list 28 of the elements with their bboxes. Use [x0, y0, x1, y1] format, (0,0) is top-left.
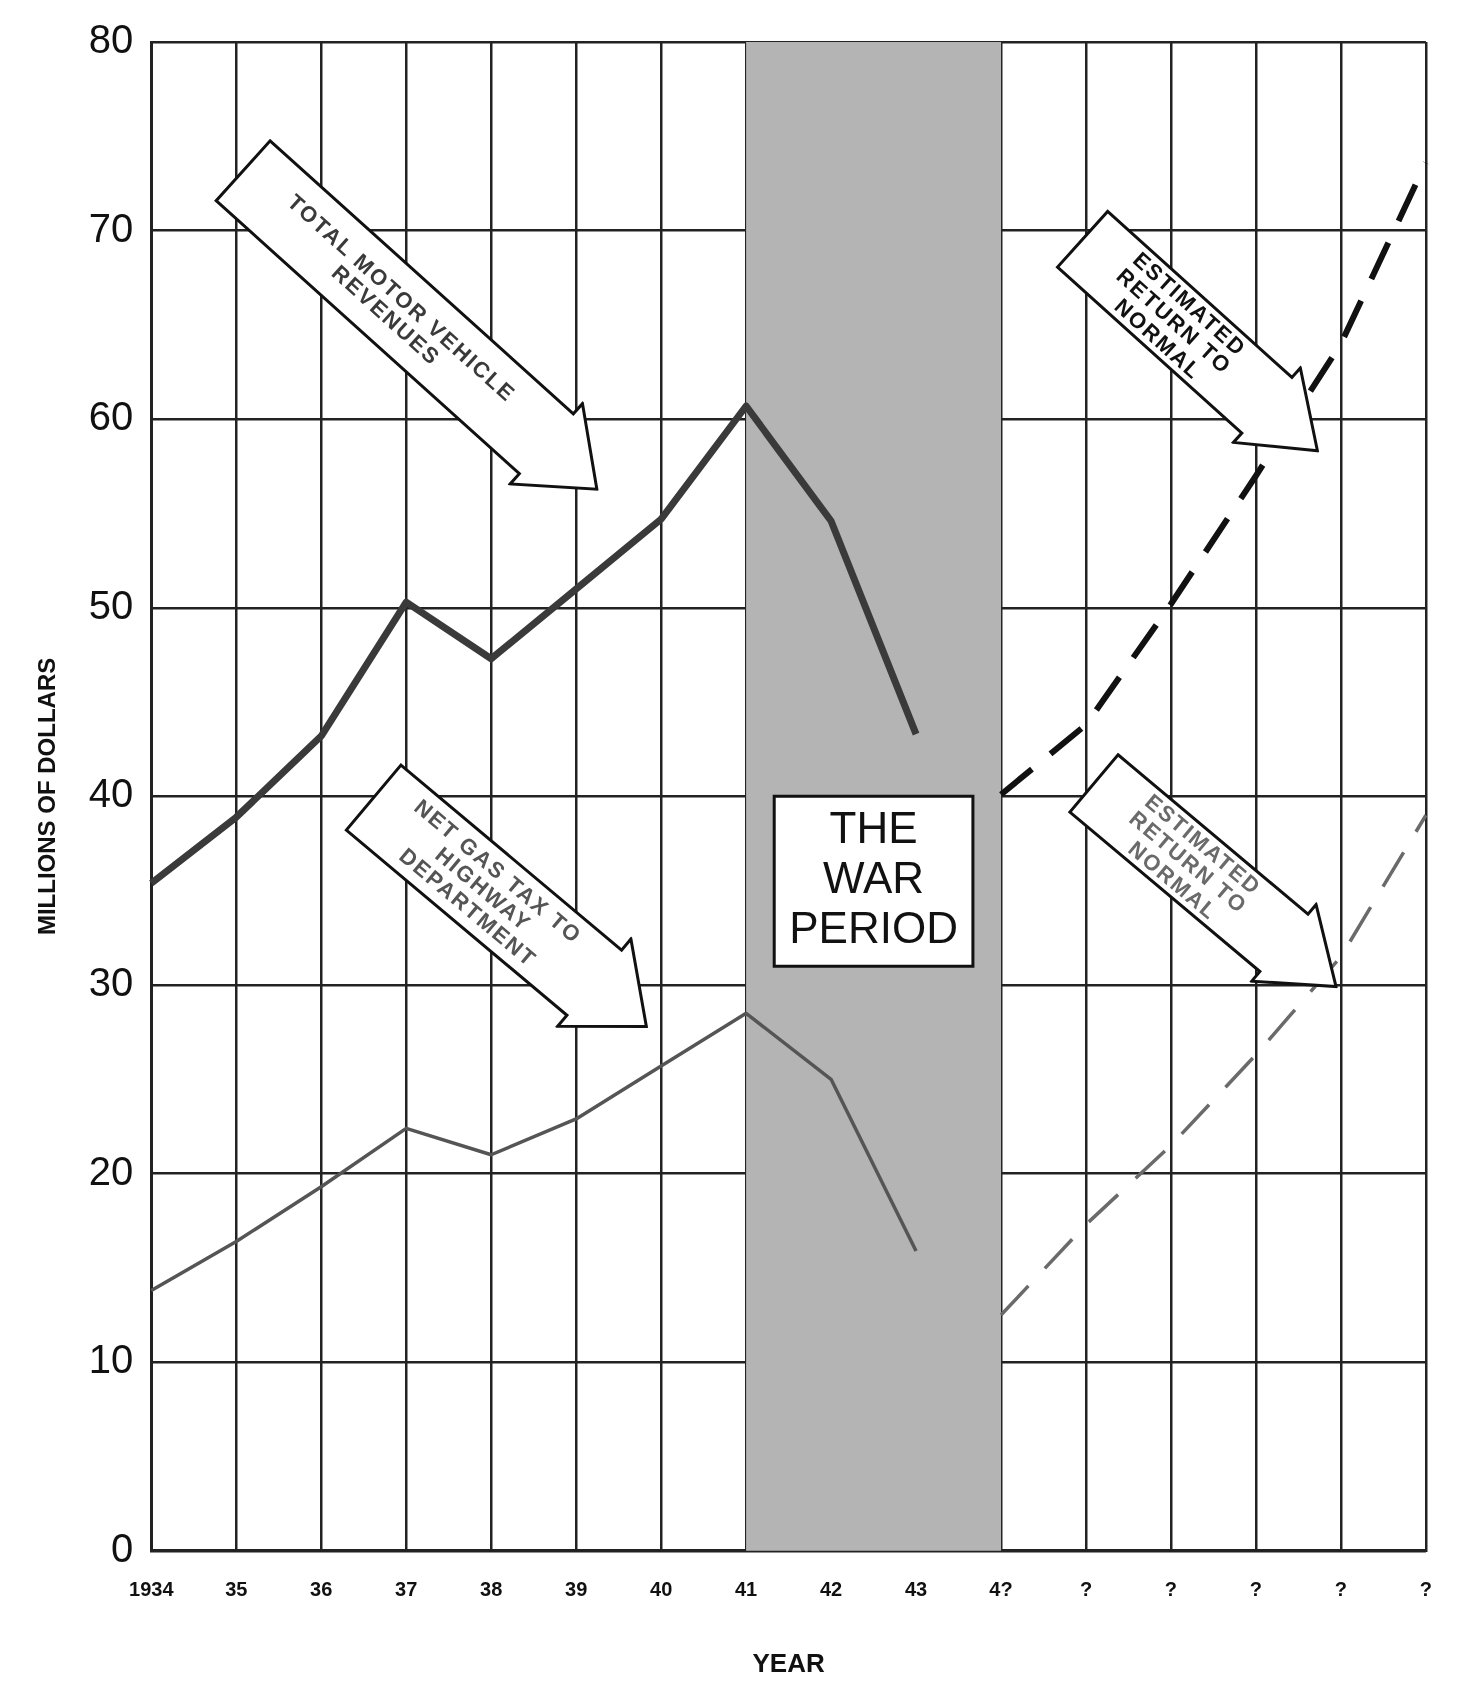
- y-tick-label: 0: [111, 1525, 134, 1570]
- x-tick-label: 41: [734, 1578, 758, 1601]
- x-tick-label: 36: [310, 1578, 333, 1601]
- y-axis-title: MILLIONS OF DOLLARS: [33, 657, 61, 936]
- y-tick-label: 10: [88, 1337, 134, 1382]
- x-axis-title: YEAR: [752, 1647, 825, 1678]
- x-tick-label: ?: [1419, 1578, 1432, 1601]
- y-tick-label: 40: [88, 771, 134, 816]
- x-tick-label: 42: [819, 1578, 843, 1601]
- x-tick-label: 4?: [989, 1578, 1013, 1601]
- x-tick-label: ?: [1334, 1578, 1348, 1601]
- x-tick-label: ?: [1164, 1578, 1178, 1601]
- x-tick-label: 38: [480, 1578, 503, 1601]
- y-tick-label: 30: [88, 960, 134, 1005]
- x-tick-label: 43: [904, 1578, 928, 1601]
- y-tick-label: 50: [88, 582, 134, 627]
- x-tick-label: ?: [1079, 1578, 1093, 1601]
- x-tick-label: 40: [650, 1578, 673, 1601]
- y-tick-label: 70: [88, 205, 134, 250]
- x-tick-label: 39: [565, 1578, 588, 1601]
- y-tick-label: 60: [88, 394, 134, 439]
- x-tick-label: 35: [225, 1578, 248, 1601]
- x-tick-label: 37: [395, 1578, 418, 1601]
- x-tick-label: ?: [1249, 1578, 1263, 1601]
- band-label: THE WAR PERIOD: [789, 803, 958, 953]
- y-tick-label: 20: [88, 1148, 134, 1193]
- x-tick-label: 1934: [129, 1578, 175, 1601]
- y-tick-label: 80: [88, 17, 134, 62]
